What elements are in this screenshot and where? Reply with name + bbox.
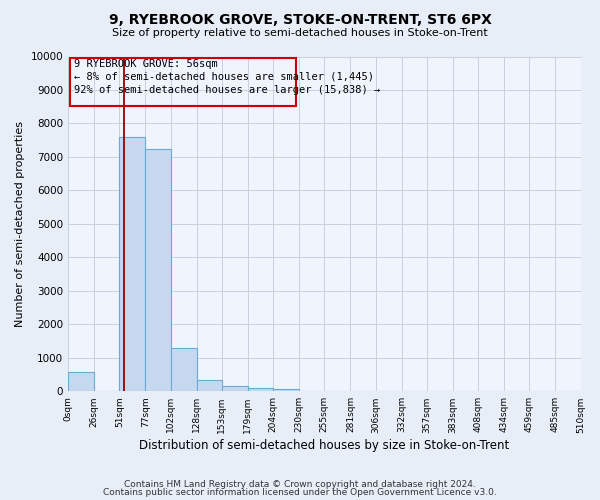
- Text: Size of property relative to semi-detached houses in Stoke-on-Trent: Size of property relative to semi-detach…: [112, 28, 488, 38]
- Bar: [197, 380, 222, 392]
- Text: 9, RYEBROOK GROVE, STOKE-ON-TRENT, ST6 6PX: 9, RYEBROOK GROVE, STOKE-ON-TRENT, ST6 6…: [109, 12, 491, 26]
- Text: Contains public sector information licensed under the Open Government Licence v3: Contains public sector information licen…: [103, 488, 497, 497]
- Y-axis label: Number of semi-detached properties: Number of semi-detached properties: [15, 121, 25, 327]
- Text: Contains HM Land Registry data © Crown copyright and database right 2024.: Contains HM Land Registry data © Crown c…: [124, 480, 476, 489]
- Bar: [70, 58, 296, 106]
- Bar: [273, 390, 299, 392]
- X-axis label: Distribution of semi-detached houses by size in Stoke-on-Trent: Distribution of semi-detached houses by …: [139, 440, 509, 452]
- Bar: [222, 386, 248, 392]
- Text: 9 RYEBROOK GROVE: 56sqm: 9 RYEBROOK GROVE: 56sqm: [74, 59, 218, 69]
- Bar: [68, 372, 94, 392]
- Bar: [145, 148, 170, 392]
- Text: ← 8% of semi-detached houses are smaller (1,445): ← 8% of semi-detached houses are smaller…: [74, 72, 374, 82]
- Text: 92% of semi-detached houses are larger (15,838) →: 92% of semi-detached houses are larger (…: [74, 84, 380, 94]
- Bar: [119, 137, 145, 392]
- Bar: [248, 388, 273, 392]
- Bar: [170, 348, 197, 392]
